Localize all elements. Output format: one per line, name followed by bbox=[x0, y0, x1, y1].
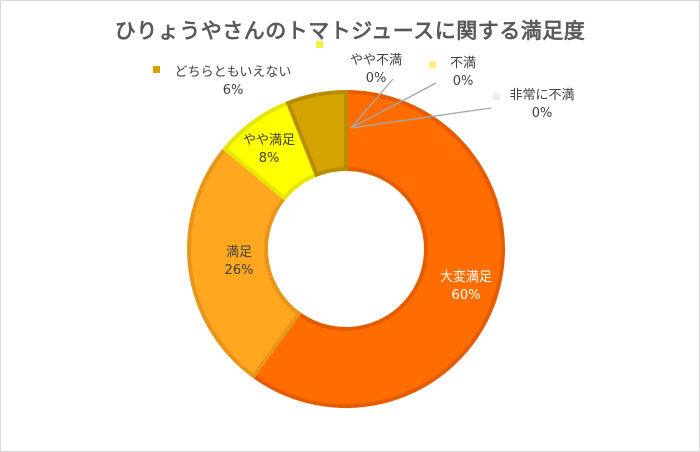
label-swatch-3 bbox=[153, 66, 160, 73]
label-percent-1: 26% bbox=[225, 263, 254, 278]
label-percent-6: 0% bbox=[532, 106, 553, 121]
data-label-6: 非常に不満 0% bbox=[350, 88, 575, 129]
data-label-1: 満足 26% bbox=[213, 245, 253, 278]
label-category-2: やや満足 bbox=[243, 133, 295, 148]
label-category-5: 不満 bbox=[450, 56, 476, 71]
slice-1 bbox=[187, 146, 302, 379]
chart-title: ひりょうやさんのトマトジュースに関する満足度 bbox=[114, 19, 586, 43]
label-percent-4: 0% bbox=[366, 71, 387, 86]
label-category-0: 大変満足 bbox=[440, 269, 492, 285]
label-swatch-5 bbox=[429, 61, 436, 68]
label-swatch-6 bbox=[493, 93, 500, 100]
label-category-1: 満足 bbox=[226, 245, 252, 260]
leader-line-4 bbox=[350, 78, 394, 129]
leader-line-6 bbox=[350, 107, 492, 129]
label-swatch-4 bbox=[316, 41, 323, 48]
label-category-3: どちらともいえない bbox=[175, 65, 292, 80]
data-label-3: どちらともいえない 6% bbox=[153, 65, 291, 98]
slice-0 bbox=[250, 89, 505, 408]
data-label-2: やや満足 8% bbox=[243, 133, 295, 166]
label-percent-3: 6% bbox=[223, 83, 244, 98]
label-category-6: 非常に不満 bbox=[509, 88, 574, 103]
data-label-4: やや不満 0% bbox=[316, 41, 402, 129]
leader-line-5 bbox=[350, 82, 437, 129]
label-swatch-1 bbox=[213, 246, 220, 253]
data-label-0: 大変満足 60% bbox=[440, 269, 492, 303]
label-category-4: やや不満 bbox=[350, 53, 402, 68]
data-label-5: 不満 0% bbox=[350, 56, 476, 129]
slice-3 bbox=[285, 89, 348, 178]
label-percent-0: 60% bbox=[452, 288, 481, 303]
label-percent-2: 8% bbox=[259, 151, 280, 166]
label-percent-5: 0% bbox=[453, 74, 474, 89]
